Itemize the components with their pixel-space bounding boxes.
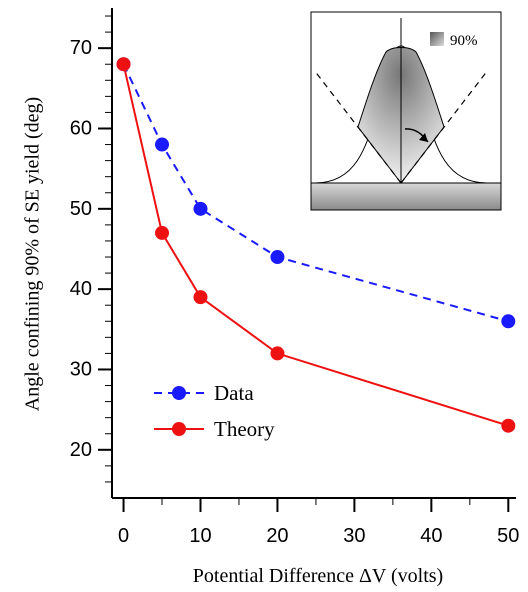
y-axis-ticks: 20 30 40 50 60 70 (70, 16, 112, 482)
legend-item-theory: Theory (154, 417, 275, 441)
legend-data-label: Data (214, 381, 254, 405)
data-point-theory (155, 226, 169, 240)
x-tick-label: 50 (497, 525, 519, 547)
inset-swatch (430, 32, 444, 46)
y-tick-label: 50 (70, 198, 92, 220)
data-point-data (155, 138, 169, 152)
y-tick-label: 40 (70, 278, 92, 300)
x-tick-label: 0 (118, 525, 129, 547)
legend-item-data: Data (154, 381, 254, 405)
y-axis-title: Angle confining 90% of SE yield (deg) (22, 97, 44, 411)
inset-surface (311, 183, 501, 210)
x-axis-title: Potential Difference ΔV (volts) (193, 565, 443, 587)
legend-data-marker (172, 386, 186, 400)
inset-percent-label: 90% (450, 33, 478, 49)
data-point-theory (270, 346, 284, 360)
data-point-data (270, 250, 284, 264)
legend-theory-marker (172, 422, 186, 436)
data-point-theory (117, 57, 131, 71)
x-tick-label: 40 (420, 525, 442, 547)
legend-theory-label: Theory (214, 417, 275, 441)
x-tick-label: 20 (266, 525, 288, 547)
x-tick-label: 30 (343, 525, 365, 547)
data-point-theory (501, 419, 515, 433)
x-axis-ticks: 0 10 20 30 40 50 (118, 498, 519, 547)
legend: Data Theory (154, 381, 275, 441)
y-tick-label: 20 (70, 439, 92, 461)
x-tick-label: 10 (189, 525, 211, 547)
y-tick-label: 70 (70, 37, 92, 59)
inset-diagram: 90% (311, 12, 501, 210)
data-point-data (193, 202, 207, 216)
y-tick-label: 60 (70, 117, 92, 139)
data-point-data (501, 314, 515, 328)
y-tick-label: 30 (70, 358, 92, 380)
data-point-theory (193, 290, 207, 304)
